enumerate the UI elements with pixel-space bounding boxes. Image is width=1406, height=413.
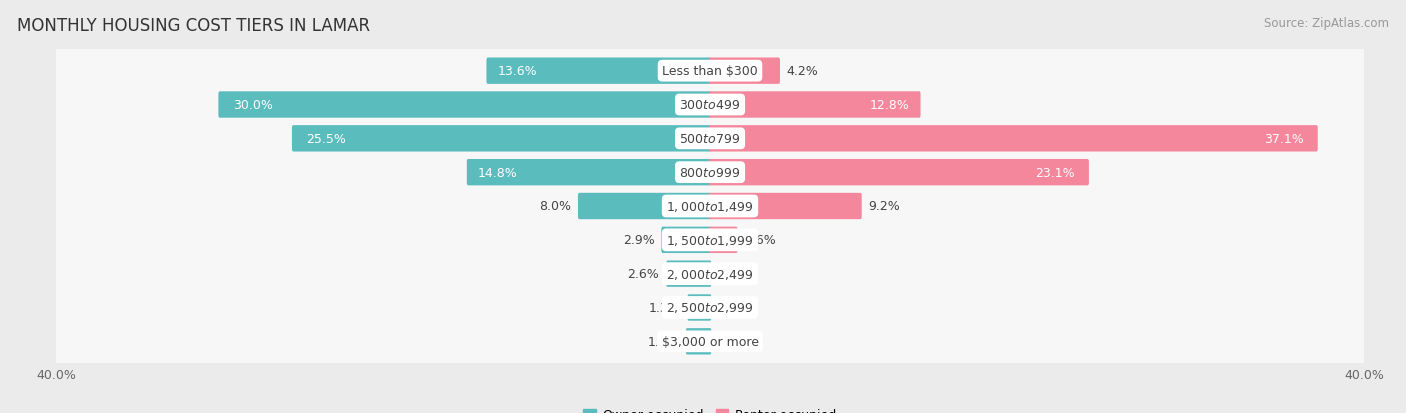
Text: 37.1%: 37.1% xyxy=(1264,133,1303,145)
FancyBboxPatch shape xyxy=(661,227,711,254)
FancyBboxPatch shape xyxy=(45,316,1375,366)
FancyBboxPatch shape xyxy=(666,261,711,287)
Text: $3,000 or more: $3,000 or more xyxy=(662,335,758,348)
Text: 0.0%: 0.0% xyxy=(718,301,751,314)
Text: Less than $300: Less than $300 xyxy=(662,65,758,78)
FancyBboxPatch shape xyxy=(467,159,711,186)
FancyBboxPatch shape xyxy=(45,249,1375,299)
Text: 4.2%: 4.2% xyxy=(787,65,818,78)
Text: 30.0%: 30.0% xyxy=(233,99,273,112)
Text: $2,500 to $2,999: $2,500 to $2,999 xyxy=(666,301,754,315)
Text: 25.5%: 25.5% xyxy=(307,133,346,145)
FancyBboxPatch shape xyxy=(45,80,1375,130)
Text: 0.0%: 0.0% xyxy=(718,268,751,280)
FancyBboxPatch shape xyxy=(45,182,1375,231)
FancyBboxPatch shape xyxy=(486,58,711,85)
Text: 2.9%: 2.9% xyxy=(623,234,654,247)
Text: MONTHLY HOUSING COST TIERS IN LAMAR: MONTHLY HOUSING COST TIERS IN LAMAR xyxy=(17,17,370,34)
FancyBboxPatch shape xyxy=(709,193,862,220)
FancyBboxPatch shape xyxy=(578,193,711,220)
Text: $500 to $799: $500 to $799 xyxy=(679,133,741,145)
Text: 8.0%: 8.0% xyxy=(538,200,571,213)
FancyBboxPatch shape xyxy=(45,215,1375,265)
Text: 1.4%: 1.4% xyxy=(647,335,679,348)
Text: 1.6%: 1.6% xyxy=(744,234,776,247)
FancyBboxPatch shape xyxy=(709,159,1088,186)
FancyBboxPatch shape xyxy=(45,47,1375,97)
Text: 12.8%: 12.8% xyxy=(870,99,910,112)
FancyBboxPatch shape xyxy=(709,227,738,254)
Text: 23.1%: 23.1% xyxy=(1035,166,1074,179)
Text: $1,500 to $1,999: $1,500 to $1,999 xyxy=(666,233,754,247)
FancyBboxPatch shape xyxy=(709,58,780,85)
FancyBboxPatch shape xyxy=(292,126,711,152)
Legend: Owner-occupied, Renter-occupied: Owner-occupied, Renter-occupied xyxy=(578,404,842,413)
FancyBboxPatch shape xyxy=(688,294,711,321)
FancyBboxPatch shape xyxy=(686,328,711,355)
Text: 2.6%: 2.6% xyxy=(627,268,659,280)
Text: Source: ZipAtlas.com: Source: ZipAtlas.com xyxy=(1264,17,1389,29)
FancyBboxPatch shape xyxy=(218,92,711,119)
Text: 9.2%: 9.2% xyxy=(869,200,900,213)
Text: 14.8%: 14.8% xyxy=(478,166,517,179)
Text: 13.6%: 13.6% xyxy=(498,65,537,78)
Text: $1,000 to $1,499: $1,000 to $1,499 xyxy=(666,199,754,214)
Text: $800 to $999: $800 to $999 xyxy=(679,166,741,179)
FancyBboxPatch shape xyxy=(45,114,1375,164)
Text: $2,000 to $2,499: $2,000 to $2,499 xyxy=(666,267,754,281)
FancyBboxPatch shape xyxy=(45,283,1375,333)
FancyBboxPatch shape xyxy=(709,92,921,119)
Text: $300 to $499: $300 to $499 xyxy=(679,99,741,112)
Text: 1.3%: 1.3% xyxy=(648,301,681,314)
FancyBboxPatch shape xyxy=(45,148,1375,198)
Text: 0.0%: 0.0% xyxy=(718,335,751,348)
FancyBboxPatch shape xyxy=(709,126,1317,152)
